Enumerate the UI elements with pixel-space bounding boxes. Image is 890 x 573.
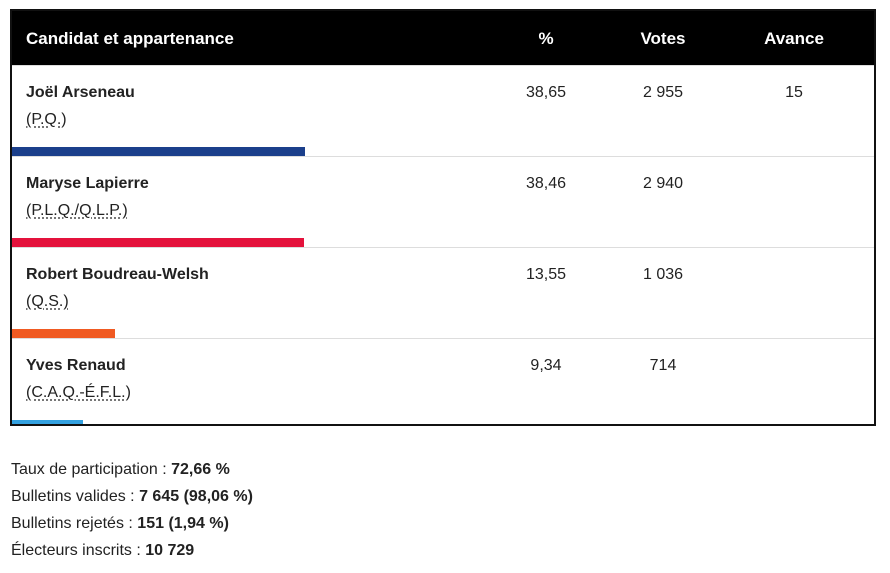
valid-ballots-label: Bulletins valides :	[11, 488, 135, 505]
rejected-ballots-line: Bulletins rejetés : 151 (1,94 %)	[11, 510, 253, 537]
vote-share-bar	[12, 329, 115, 338]
table-row: Robert Boudreau-Welsh (Q.S.) 13,55 1 036	[12, 247, 874, 338]
vote-share-bar	[12, 238, 304, 247]
turnout-value: 72,66 %	[171, 461, 230, 478]
valid-ballots-value: 7 645 (98,06 %)	[139, 488, 253, 505]
vote-bar-track	[12, 329, 874, 338]
header-percent: %	[538, 29, 554, 48]
header-lead: Avance	[764, 29, 824, 48]
vote-bar-track	[12, 147, 874, 156]
candidate-name: Robert Boudreau-Welsh	[26, 266, 209, 283]
rejected-ballots-label: Bulletins rejetés :	[11, 515, 133, 532]
turnout-line: Taux de participation : 72,66 %	[11, 456, 253, 483]
percent-value: 38,65	[525, 84, 567, 101]
lead-value: 15	[785, 84, 803, 101]
registered-voters-label: Électeurs inscrits :	[11, 542, 141, 559]
registered-voters-line: Électeurs inscrits : 10 729	[11, 537, 253, 564]
header-votes: Votes	[640, 29, 686, 48]
party-link[interactable]: (C.A.Q.-É.F.L.)	[26, 384, 131, 401]
candidate-name: Joël Arseneau	[26, 84, 135, 101]
table-header: Candidat et appartenance % Votes Avance	[12, 11, 874, 65]
table-row: Maryse Lapierre (P.L.Q./Q.L.P.) 38,46 2 …	[12, 156, 874, 247]
percent-value: 9,34	[530, 357, 562, 374]
party-link[interactable]: (P.Q.)	[26, 111, 67, 128]
turnout-label: Taux de participation :	[11, 461, 167, 478]
vote-share-bar	[12, 147, 306, 156]
header-candidate: Candidat et appartenance	[26, 29, 234, 48]
votes-value: 2 955	[642, 84, 684, 101]
vote-bar-track	[12, 420, 874, 424]
election-stats: Taux de participation : 72,66 % Bulletin…	[11, 456, 253, 564]
results-table: Candidat et appartenance % Votes Avance …	[10, 9, 876, 426]
valid-ballots-line: Bulletins valides : 7 645 (98,06 %)	[11, 483, 253, 510]
candidate-name: Maryse Lapierre	[26, 175, 149, 192]
table-row: Joël Arseneau (P.Q.) 38,65 2 955 15	[12, 65, 874, 156]
registered-voters-value: 10 729	[145, 542, 195, 559]
votes-value: 1 036	[642, 266, 684, 283]
percent-value: 38,46	[525, 175, 567, 192]
candidate-name: Yves Renaud	[26, 357, 126, 374]
vote-bar-track	[12, 238, 874, 247]
vote-share-bar	[12, 420, 83, 424]
votes-value: 714	[649, 357, 677, 374]
votes-value: 2 940	[642, 175, 684, 192]
party-link[interactable]: (Q.S.)	[26, 293, 69, 310]
rejected-ballots-value: 151 (1,94 %)	[137, 515, 229, 532]
table-row: Yves Renaud (C.A.Q.-É.F.L.) 9,34 714	[12, 338, 874, 424]
party-link[interactable]: (P.L.Q./Q.L.P.)	[26, 202, 128, 219]
percent-value: 13,55	[525, 266, 567, 283]
